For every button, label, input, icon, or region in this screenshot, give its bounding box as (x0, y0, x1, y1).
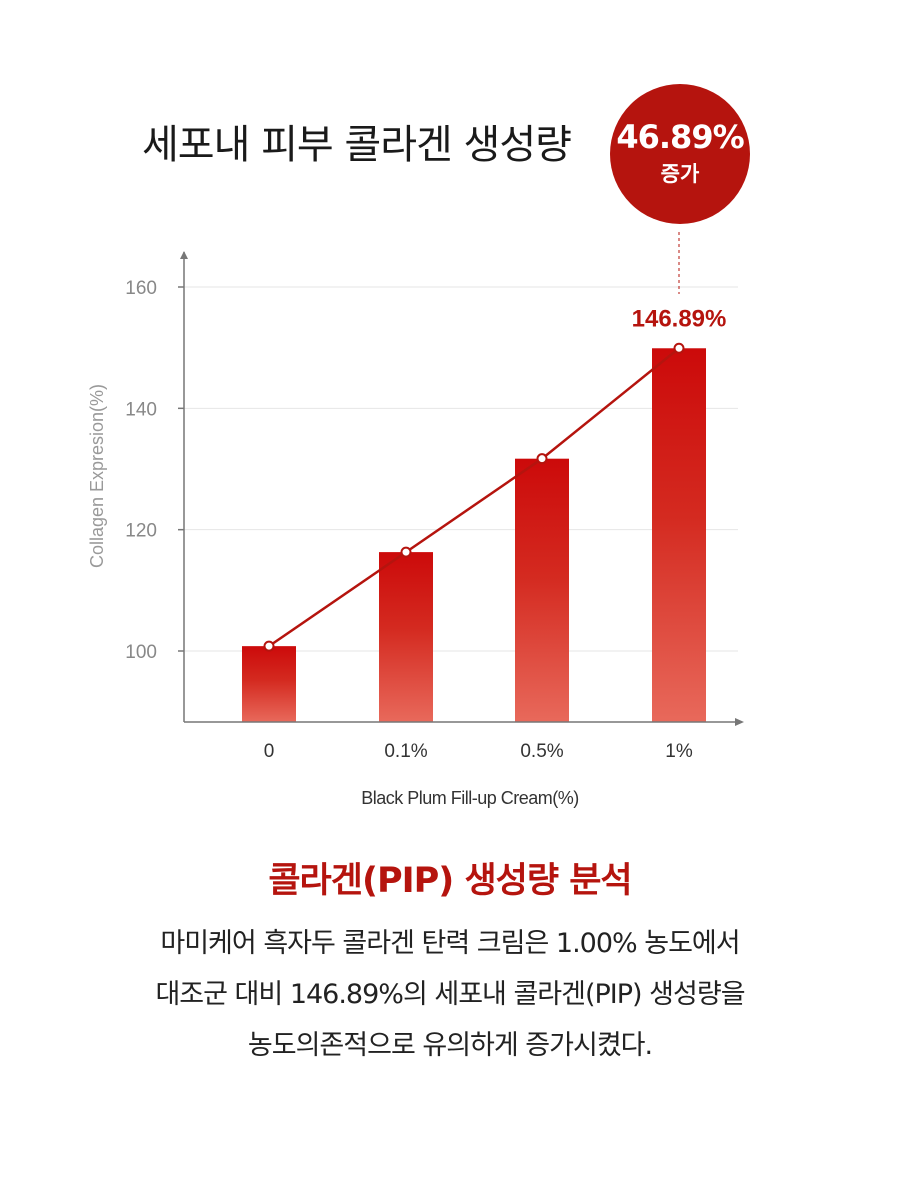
x-axis-arrow (735, 718, 744, 726)
y-axis-arrow (180, 251, 188, 259)
badge-value: 46.89% (616, 118, 744, 156)
description-line: 마미케어 흑자두 콜라겐 탄력 크림은 1.00% 농도에서 (160, 928, 740, 959)
collagen-chart: 100 120 140 160 0 0.1% 0.5% 1% 146.89% Collage… (87, 230, 744, 808)
x-tick-labels: 0 0.1% 0.5% 1% (264, 741, 693, 762)
trend-line (268, 347, 680, 648)
section-title: 콜라겐(PIP) 생성량 분석 (268, 861, 632, 901)
increase-badge: 46.89% 증가 (610, 84, 750, 224)
x-tick-label: 1% (665, 741, 693, 762)
data-point-0 (263, 640, 275, 652)
x-tick-label: 0.5% (520, 741, 563, 762)
section-description: 마미케어 흑자두 콜라겐 탄력 크림은 1.00% 농도에서 대조군 대비 14… (60, 918, 840, 1071)
data-point-2 (536, 453, 548, 465)
x-tick-label: 0 (264, 741, 275, 762)
description-line: 대조군 대비 146.89%의 세포내 콜라겐(PIP) 생성량을 (155, 979, 745, 1010)
axes (180, 251, 744, 726)
bar-1 (379, 552, 433, 722)
data-point-1 (400, 546, 412, 558)
chart-title: 세포내 피부 콜라겐 생성량 (142, 122, 572, 168)
y-tick-label: 100 (125, 642, 157, 663)
bar-3 (652, 348, 706, 722)
grid-lines (184, 286, 738, 652)
y-tick-labels: 100 120 140 160 (125, 278, 184, 663)
y-tick-label: 140 (125, 399, 157, 420)
y-tick-label: 120 (125, 521, 157, 542)
bar-0 (242, 646, 296, 722)
y-tick-label: 160 (125, 278, 157, 299)
x-tick-label: 0.1% (384, 741, 427, 762)
y-axis-title: Collagen Expresion(%) (87, 384, 107, 568)
bars (242, 348, 706, 722)
description-line: 농도의존적으로 유의하게 증가시켰다. (247, 1030, 653, 1061)
bar-2 (515, 458, 569, 722)
x-axis-title: Black Plum Fill-up Cream(%) (361, 788, 579, 808)
data-point-3 (673, 342, 685, 354)
badge-label: 증가 (660, 162, 700, 186)
annotation-label: 146.89% (632, 305, 727, 332)
data-points (263, 342, 685, 652)
